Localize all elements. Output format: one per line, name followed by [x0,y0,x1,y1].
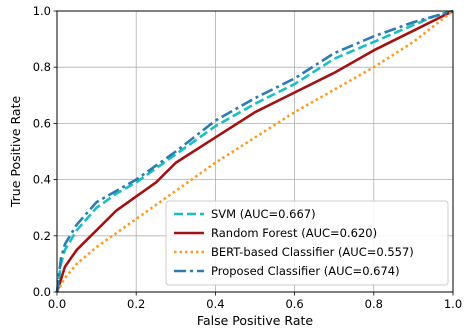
legend-label-3: Proposed Classifier (AUC=0.674) [211,264,400,278]
x-tick-label: 0.6 [285,297,303,311]
x-tick-label: 1.0 [444,297,462,311]
legend-box [165,200,449,286]
series-line-1 [55,9,454,293]
series-line-0 [55,9,454,293]
series-line-3 [55,9,454,293]
x-tick-label: 0.4 [206,297,224,311]
legend-label-0: SVM (AUC=0.667) [211,207,316,221]
series-lines [55,9,454,293]
y-tick-label: 0.0 [33,285,51,299]
y-tick-label: 0.8 [33,60,51,74]
y-tick-label: 0.2 [33,229,51,243]
series-line-2 [55,9,454,293]
x-tick-label: 0.0 [48,297,66,311]
x-tick-label: 0.2 [127,297,145,311]
plot-frame [56,10,454,293]
y-tick-label: 0.6 [33,116,51,130]
y-tick-label: 1.0 [33,4,51,18]
legend-label-1: Random Forest (AUC=0.620) [211,226,377,240]
x-tick-label: 0.8 [365,297,383,311]
axis-ticks: 0.0 0.2 0.4 0.6 0.8 1.0 0.0 0.2 0.4 0.6 0.8 1.0 [33,4,462,311]
legend-label-2: BERT-based Classifier (AUC=0.557) [211,245,414,259]
y-axis-label: True Positive Rate [8,96,23,209]
legend: SVM (AUC=0.667) Random Forest (AUC=0.620)… [165,200,449,286]
x-axis-label: False Positive Rate [197,313,313,328]
y-tick-label: 0.4 [33,173,51,187]
